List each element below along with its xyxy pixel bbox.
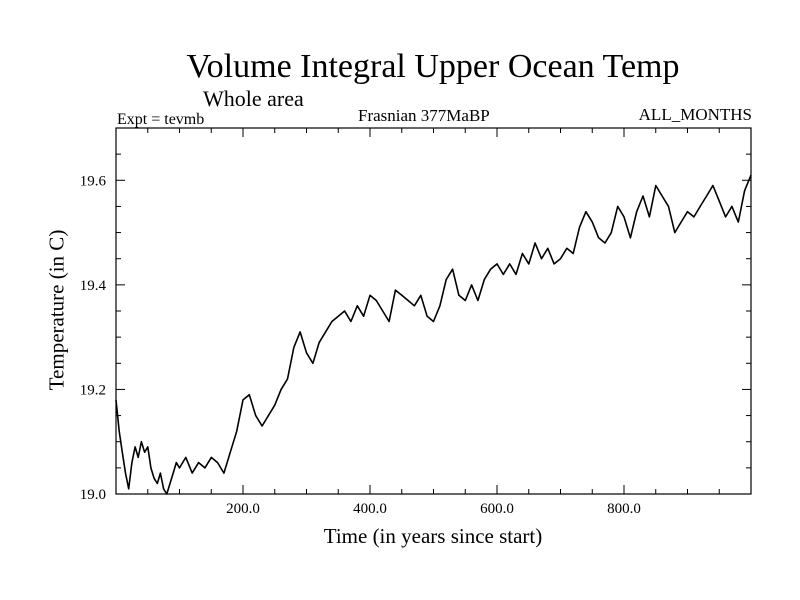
- y-axis-ticks: 19.0 19.2 19.4 19.6: [80, 153, 751, 503]
- months-label: ALL_MONTHS: [638, 105, 752, 124]
- plot-frame: [115, 127, 752, 495]
- series-line-temperature: [115, 174, 752, 495]
- y-tick-label: 19.4: [80, 278, 107, 294]
- y-tick-label: 19.6: [80, 173, 107, 189]
- x-axis-label: Time (in years since start): [323, 524, 543, 548]
- chart-title: Volume Integral Upper Ocean Temp: [186, 48, 680, 85]
- chart-subtitle: Whole area: [203, 86, 304, 111]
- y-tick-label: 19.2: [80, 382, 106, 398]
- y-tick-label: 19.0: [80, 487, 106, 503]
- x-tick-label: 400.0: [353, 501, 387, 517]
- x-axis-ticks: 200.0 400.0 600.0 800.0: [147, 128, 720, 517]
- period-label: Frasnian 377MaBP: [358, 106, 490, 125]
- x-tick-label: 600.0: [480, 501, 514, 517]
- x-tick-label: 800.0: [607, 501, 641, 517]
- x-tick-label: 200.0: [226, 501, 260, 517]
- experiment-label: Expt = tevmb: [117, 111, 205, 128]
